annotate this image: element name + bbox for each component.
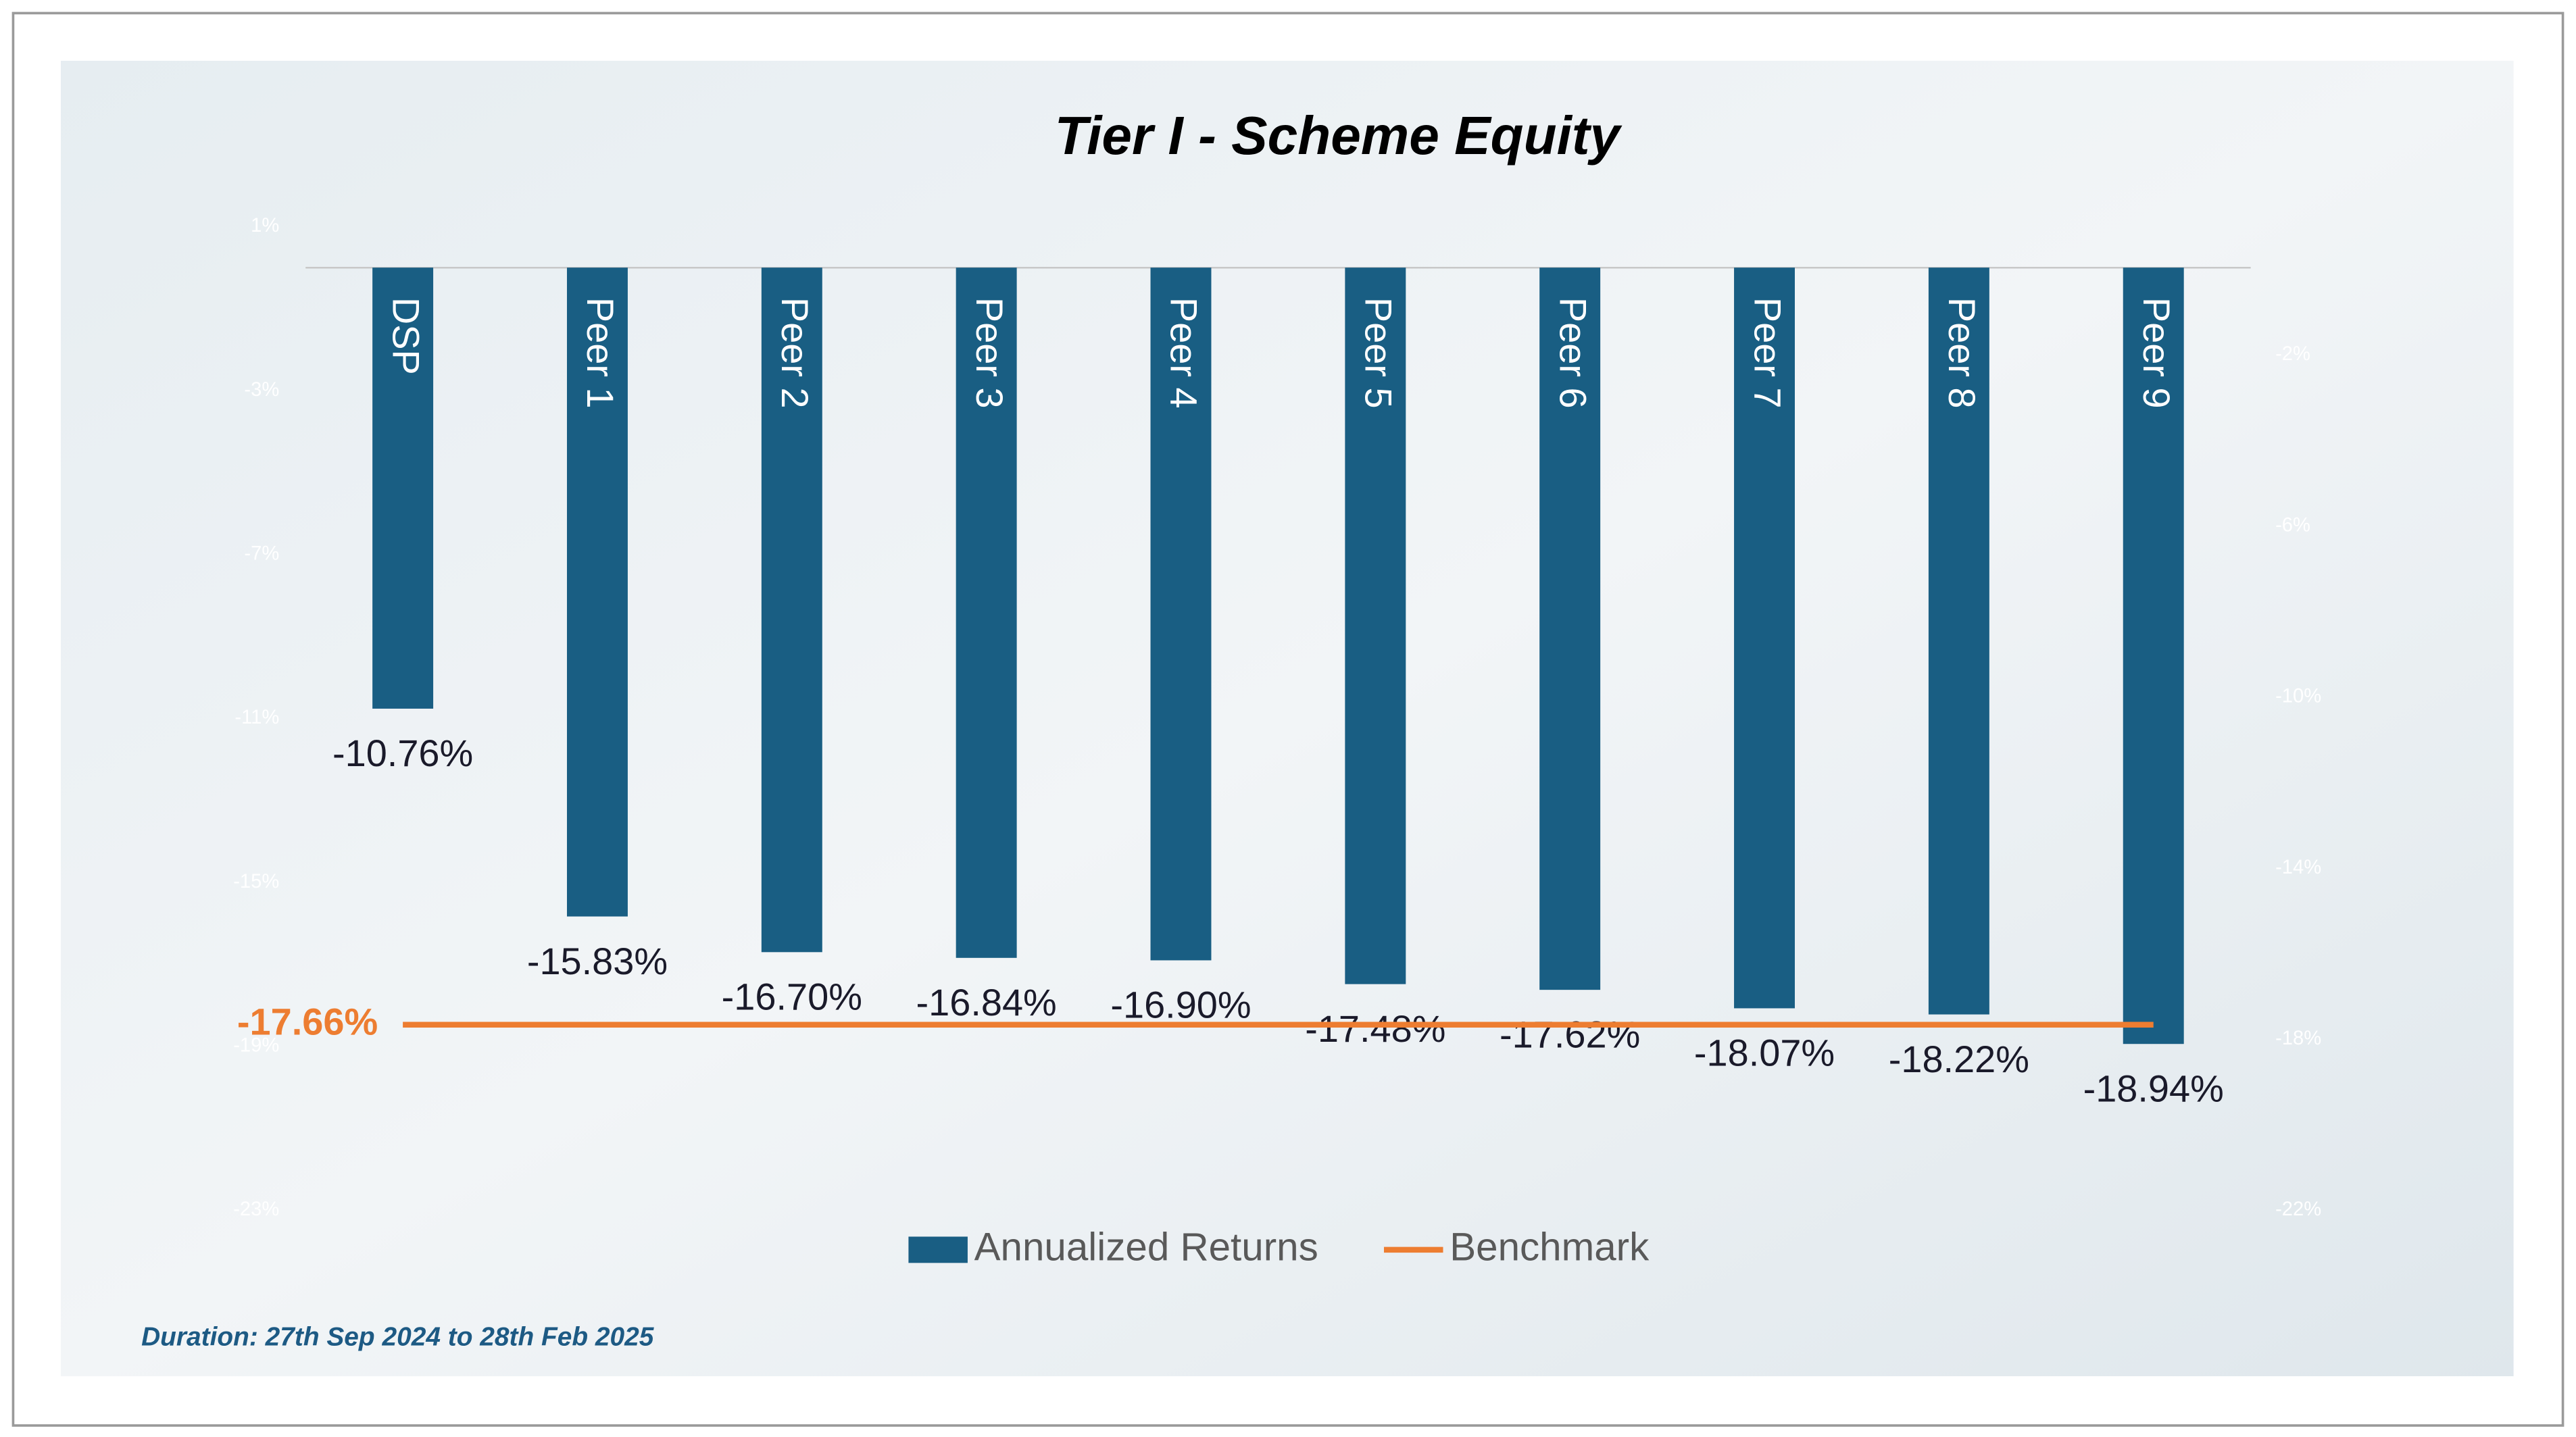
panel	[60, 60, 2514, 1377]
y-tick-label: -7%	[244, 543, 279, 565]
bar	[1734, 268, 1795, 1009]
legend-swatch	[908, 1236, 968, 1263]
bar	[1928, 268, 1989, 1015]
bar	[566, 268, 628, 917]
bar	[1150, 268, 1212, 961]
bar	[372, 268, 434, 709]
y-tick-label: -23%	[233, 1199, 279, 1220]
footnote: Duration: 27th Sep 2024 to 28th Feb 2025	[141, 1322, 655, 1351]
bar	[1345, 268, 1406, 984]
y2-tick-label: -2%	[2275, 343, 2310, 365]
y-tick-label: 1%	[251, 215, 279, 236]
data-label: -17.48%	[1305, 1007, 1445, 1050]
data-label: -16.70%	[722, 976, 862, 1018]
data-label: -18.94%	[2083, 1067, 2224, 1109]
y2-tick-label: -10%	[2275, 686, 2321, 707]
y-tick-label: -3%	[244, 379, 279, 401]
x-tick-label: Peer 6	[1552, 297, 1594, 409]
x-tick-label: Peer 4	[1163, 297, 1206, 409]
y2-tick-label: -14%	[2275, 857, 2321, 878]
bar	[761, 268, 822, 953]
benchmark-label: -17.66%	[237, 1001, 378, 1043]
x-tick-label: Peer 9	[2135, 297, 2178, 409]
data-label: -15.83%	[527, 940, 668, 982]
x-tick-label: Peer 2	[774, 297, 816, 409]
x-tick-label: Peer 5	[1358, 297, 1400, 409]
y2-tick-label: -6%	[2275, 514, 2310, 536]
bar	[956, 268, 1017, 958]
y-tick-label: -15%	[233, 871, 279, 892]
legend-label: Benchmark	[1450, 1225, 1650, 1269]
x-tick-label: Peer 3	[968, 297, 1011, 409]
data-label: -18.07%	[1694, 1032, 1835, 1074]
x-tick-label: Peer 1	[579, 297, 622, 409]
data-label: -17.62%	[1500, 1013, 1640, 1055]
data-label: -16.90%	[1110, 984, 1251, 1026]
bar	[2123, 268, 2184, 1044]
data-label: -16.84%	[916, 981, 1057, 1024]
chart-title: Tier I - Scheme Equity	[1055, 105, 1623, 166]
y-tick-label: -19%	[233, 1035, 279, 1057]
y2-tick-label: -18%	[2275, 1028, 2321, 1049]
x-tick-label: DSP	[385, 297, 427, 375]
y2-tick-label: -22%	[2275, 1199, 2321, 1220]
data-label: -10.76%	[332, 732, 473, 774]
y-tick-label: -11%	[234, 707, 279, 728]
x-tick-label: Peer 8	[1941, 297, 1983, 409]
legend-label: Annualized Returns	[974, 1225, 1318, 1269]
bar	[1539, 268, 1601, 990]
data-label: -18.22%	[1889, 1038, 2029, 1080]
x-tick-label: Peer 7	[1746, 297, 1789, 409]
